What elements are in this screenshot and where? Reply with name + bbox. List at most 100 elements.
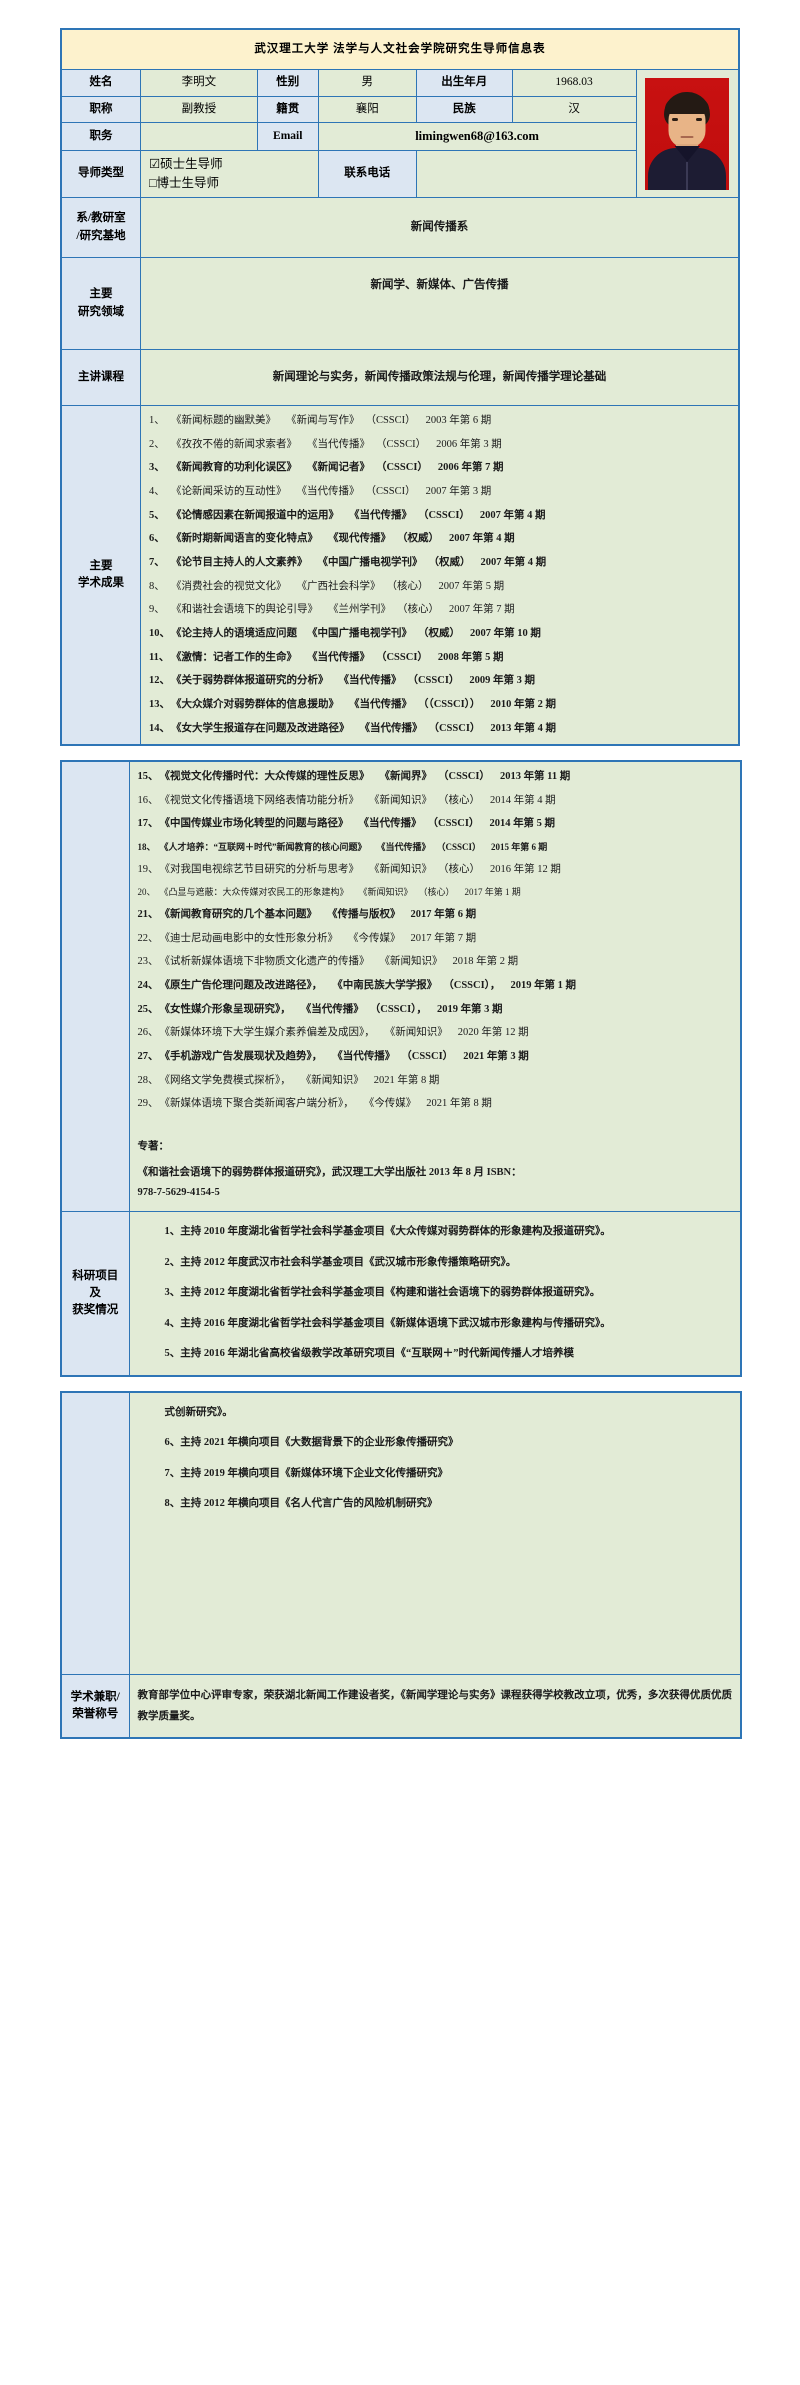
publication-number: 18、 [137,841,156,852]
publication-index: （权威） [417,628,460,640]
publication-title: 《激情：记者工作的生命》 [170,651,297,663]
publication-number: 5、 [148,509,165,521]
publication-title: 《论节目主持人的人文素养》 [170,557,308,569]
advisor-type-checkboxes: ☑硕士生导师 □博士生导师 [139,149,319,198]
publication-journal: 《当代传播》 [300,1003,364,1015]
publication-number: 26、 [137,1027,159,1039]
publication-journal: 《现代传播》 [327,533,391,545]
advisor-info-table-part1: 武汉理工大学 法学与人文社会学院研究生导师信息表 姓名 李明文 性别 男 出生年… [60,28,740,746]
publication-title: 《新媒体语境下聚合类新闻客户端分析》， [159,1098,354,1110]
publication-number: 6、 [148,533,165,545]
publication-journal: 《新闻知识》 [379,956,443,968]
publication-item: 17、《中国传媒业市场化转型的问题与路径》 《当代传播》 （CSSCI） 2014 年… [138,817,737,831]
publication-title: 《凸显与遮蔽：大众传媒对农民工的形象建构》 [159,887,349,898]
publication-item: 11、 《激情：记者工作的生命》 《当代传播》 （CSSCI） 2008 年第 5 期 [149,651,734,665]
project-item: 3、主持 2012 年度湖北省哲学社会科学基金项目《构建和谐社会语境下的弱势群体… [164,1287,601,1299]
publication-title: 《中国传媒业市场化转型的问题与路径》 [159,818,349,830]
publication-year: 2017 年第 1 期 [464,887,521,898]
publication-number: 19、 [137,863,159,875]
value-name: 李明文 [139,69,258,97]
checkbox-master-advisor[interactable]: ☑硕士生导师 [148,156,223,171]
publication-journal: 《当代传播》 [348,699,412,711]
publication-year: 2007 年第 4 期 [448,533,515,545]
publication-journal: 《今传媒》 [363,1098,417,1110]
label-origin: 籍贯 [256,95,319,123]
projects-list-part2: 式创新研究》。 6、主持 2021 年横向项目《大数据背景下的企业形象传播研究》 7… [128,1391,742,1676]
value-department: 新闻传播系 [139,197,740,258]
publication-journal: 《当代传播》 [306,438,370,450]
publication-title: 《论主持人的语境适应问题 [170,628,297,640]
publication-year: 2013 年第 4 期 [490,722,557,734]
publication-title: 《对我国电视综艺节目研究的分析与思考》 [159,863,360,875]
publication-journal: 《新闻知识》 [369,863,432,875]
publication-item: 9、 《和谐社会语境下的舆论引导》 《兰州学刊》 （核心） 2007 年第 7 期 [149,603,734,617]
publication-title: 《女性媒介形象呈现研究》， [159,1003,291,1015]
row-research-area: 主要 研究领域 新闻学、新媒体、广告传播 [60,257,740,350]
project-item: 7、主持 2019 年横向项目《新媒体环境下企业文化传播研究》 [164,1467,449,1479]
row-courses: 主讲课程 新闻理论与实务，新闻传播政策法规与伦理，新闻传播学理论基础 [60,349,740,406]
publication-item: 1、 《新闻标题的幽默美》 《新闻与写作》 （CSSCI） 2003 年第 6 期 [149,414,734,428]
publication-number: 15、 [137,770,159,782]
project-item: 2、主持 2012 年度武汉市社会科学基金项目《武汉城市形象传播策略研究》。 [164,1256,517,1268]
portrait-photo [645,77,730,190]
project-item: 4、主持 2016 年度湖北省哲学社会科学基金项目《新媒体语境下武汉城市形象建构… [164,1317,611,1329]
publication-year: 2014 年第 4 期 [490,794,556,806]
publication-year: 2007 年第 7 期 [448,604,515,616]
value-research-area: 新闻学、新媒体、广告传播 [139,257,740,350]
publication-item: 6、 《新时期新闻语言的变化特点》 《现代传播》 （权威） 2007 年第 4 期 [149,532,734,546]
label-ethnicity: 民族 [415,95,513,123]
monograph-line1: 《和谐社会语境下的弱势群体报道研究》，武汉理工大学出版社 2013 年 8 月 … [137,1167,522,1179]
publication-title: 《孜孜不倦的新闻求索者》 [170,438,297,450]
checkbox-doctoral-advisor[interactable]: □博士生导师 [148,175,220,190]
publication-number: 3、 [148,462,165,474]
publication-number: 8、 [148,580,165,592]
publication-number: 12、 [148,675,170,687]
publication-index: （CSSCI）， [443,979,501,991]
label-achievements-line1: 主要 [89,559,113,572]
publication-year: 2017 年第 7 期 [410,932,477,944]
project-item: 1、主持 2010 年度湖北省哲学社会科学基金项目《大众传媒对弱势群体的形象建构… [164,1226,611,1238]
publication-item: 16、《视觉文化传播语境下网络表情功能分析》 《新闻知识》 （核心） 2014 年第 … [138,794,737,808]
publication-journal: 《中国广播电视学刊》 [317,557,423,569]
label-achievements-cont [60,760,130,1213]
publication-journal: 《新闻知识》 [369,794,432,806]
publication-item: 5、 《论情感因素在新闻报道中的运用》 《当代传播》 （CSSCI） 2007 年第 4… [149,509,734,523]
publication-title: 《视觉文化传播语境下网络表情功能分析》 [159,794,360,806]
publication-number: 7、 [148,557,165,569]
publication-index: （CSSCI） [375,651,428,663]
publication-number: 4、 [148,486,165,498]
label-phone: 联系电话 [317,149,417,198]
project-item: 式创新研究》。 [164,1406,233,1418]
table-title-row: 武汉理工大学 法学与人文社会学院研究生导师信息表 [60,28,740,71]
publication-year: 2021 年第 8 期 [426,1098,492,1110]
label-gender: 性别 [256,69,319,97]
publication-index: （CSSCI） [427,818,480,830]
advisor-info-table-part3: 式创新研究》。 6、主持 2021 年横向项目《大数据背景下的企业形象传播研究》 7… [60,1390,742,1740]
publication-item: 27、《手机游戏广告发展现状及趋势》， 《当代传播》 （CSSCI） 2021 年第 … [138,1050,737,1064]
publication-item: 18、 《人才培养：“互联网＋时代”新闻教育的核心问题》 《当代传播》 （CSSCI）… [138,841,737,853]
publication-year: 2021 年第 8 期 [373,1074,440,1086]
publication-journal: 《新闻知识》 [384,1027,448,1039]
publication-number: 14、 [148,722,170,734]
publication-journal: 《当代传播》 [376,841,431,852]
row-projects-part2: 式创新研究》。 6、主持 2021 年横向项目《大数据背景下的企业形象传播研究》 7… [60,1391,742,1676]
publication-journal: 《新闻与写作》 [285,415,360,426]
publication-item: 15、《视觉文化传播时代：大众传媒的理性反思》 《新闻界》 （CSSCI） 2013 … [138,770,737,784]
publication-index: （CSSCI） [436,841,482,852]
publication-number: 27、 [137,1050,159,1062]
label-projects-cont [60,1391,130,1676]
publication-item: 25、《女性媒介形象呈现研究》， 《当代传播》 （CSSCI）， 2019 年第 3 … [138,1003,737,1017]
label-department-line2: /研究基地 [76,229,126,242]
publication-item: 19、《对我国电视综艺节目研究的分析与思考》 《新闻知识》 （核心） 2016 年第 … [138,863,737,877]
publication-title: 《论新闻采访的互动性》 [170,486,287,498]
publication-index: （CSSCI） [401,1050,454,1062]
publication-number: 9、 [148,604,165,616]
publication-year: 2003 年第 6 期 [425,415,492,426]
publication-number: 13、 [148,699,170,711]
publication-index: （核心） [396,604,439,616]
value-position [139,121,258,151]
publication-number: 24、 [137,979,159,991]
label-email: Email [256,121,319,151]
publication-journal: 《当代传播》 [359,722,423,734]
value-phone [415,149,637,198]
